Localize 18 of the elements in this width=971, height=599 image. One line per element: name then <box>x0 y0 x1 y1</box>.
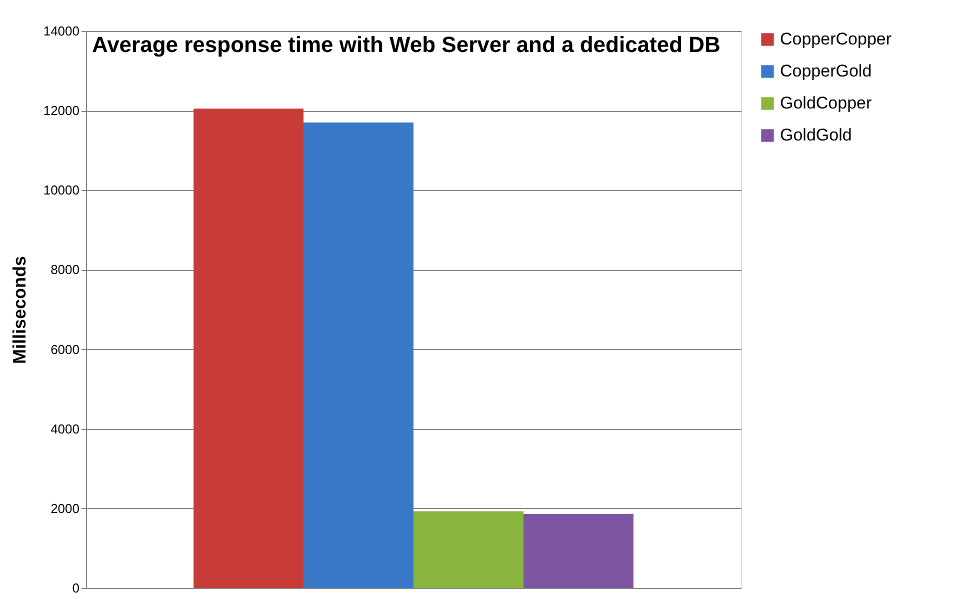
legend-label: CopperCopper <box>780 30 892 48</box>
y-tick-label: 0 <box>72 580 80 596</box>
y-tick-label: 12000 <box>43 103 80 118</box>
legend-label: CopperGold <box>780 62 872 80</box>
legend-label: GoldGold <box>780 126 852 144</box>
legend-label: GoldCopper <box>780 94 872 112</box>
y-tick-label: 14000 <box>43 24 80 38</box>
y-tick-label: 4000 <box>50 421 80 436</box>
bar <box>523 514 634 588</box>
y-tick-label: 6000 <box>50 342 80 357</box>
y-tick-label: 8000 <box>50 262 80 278</box>
bar <box>414 511 524 588</box>
y-tick-label: 2000 <box>50 500 80 516</box>
chart-title: Average response time with Web Server and a dedicated DB <box>92 32 720 57</box>
y-axis-title: Milliseconds <box>9 256 30 364</box>
y-tick-label: 10000 <box>43 182 80 198</box>
bar <box>194 108 304 588</box>
bar <box>304 122 414 588</box>
